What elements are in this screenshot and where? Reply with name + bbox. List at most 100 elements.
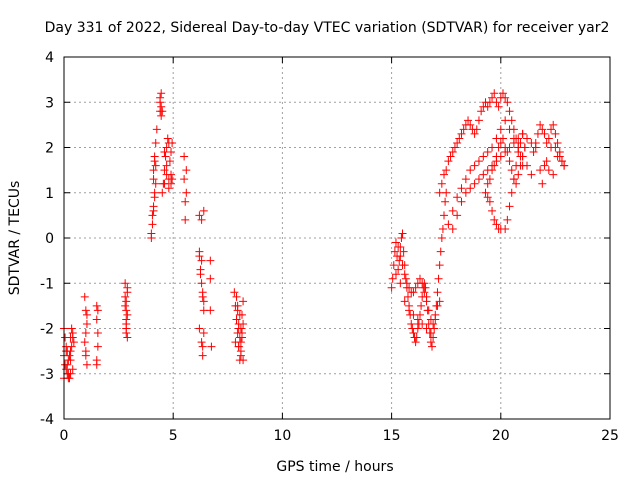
data-point (149, 202, 158, 211)
data-point (162, 170, 171, 179)
data-point (437, 234, 446, 242)
data-point (151, 161, 160, 170)
data-point (428, 342, 437, 351)
data-point (122, 306, 131, 315)
data-point (420, 288, 429, 297)
data-point (81, 306, 90, 315)
data-point (412, 333, 421, 342)
data-point (492, 98, 501, 107)
data-point (237, 333, 246, 342)
data-point (148, 220, 157, 229)
data-point (481, 188, 490, 197)
data-point (236, 351, 245, 360)
data-point (485, 197, 494, 206)
x-tick-label: 5 (169, 428, 178, 444)
data-point (156, 93, 165, 102)
data-point (403, 292, 412, 301)
data-point (501, 116, 510, 125)
data-point (507, 166, 516, 175)
data-point (483, 193, 492, 202)
data-point (505, 202, 514, 211)
data-point (198, 342, 207, 351)
data-point (409, 288, 418, 297)
data-points (60, 89, 569, 383)
data-point (523, 134, 532, 143)
data-point (407, 319, 416, 328)
data-point (459, 125, 468, 134)
data-point (453, 211, 462, 220)
data-point (197, 215, 206, 224)
y-tick-label: -3 (40, 367, 54, 383)
data-point (501, 224, 510, 233)
y-tick-label: 0 (45, 231, 54, 247)
data-point (516, 138, 525, 147)
data-point (64, 356, 73, 365)
data-point (538, 179, 547, 188)
data-point (80, 338, 89, 347)
data-point (394, 243, 403, 252)
data-point (466, 166, 475, 175)
data-point (474, 157, 483, 166)
data-point (479, 170, 488, 179)
data-point (197, 338, 206, 347)
data-point (488, 206, 497, 215)
data-point (411, 338, 420, 347)
data-point (168, 138, 177, 147)
data-point (485, 175, 494, 184)
data-point (507, 188, 516, 197)
data-point (498, 89, 507, 98)
data-point (461, 188, 470, 197)
data-point (448, 206, 457, 215)
data-point (418, 319, 427, 328)
data-point (122, 329, 131, 338)
data-point (93, 329, 102, 338)
data-point (479, 152, 488, 161)
data-point (180, 152, 189, 161)
data-point (547, 125, 556, 134)
data-point (421, 283, 430, 292)
y-tick-label: 3 (45, 95, 54, 111)
data-point (455, 134, 464, 143)
data-point (551, 143, 560, 152)
data-point (512, 161, 521, 170)
data-point (123, 310, 132, 319)
data-point (470, 179, 479, 188)
data-point (444, 220, 453, 229)
data-point (542, 138, 551, 147)
y-tick-label: 2 (45, 141, 54, 157)
data-point (401, 274, 410, 283)
y-tick-label: -4 (40, 412, 54, 428)
data-point (503, 98, 512, 107)
data-point (400, 270, 409, 279)
data-point (446, 152, 455, 161)
data-point (466, 120, 475, 129)
data-point (181, 197, 190, 206)
data-point (398, 229, 407, 238)
x-tick-label: 25 (601, 428, 619, 444)
data-point (435, 261, 444, 270)
data-point (121, 301, 130, 310)
data-point (150, 188, 159, 197)
data-point (426, 315, 435, 324)
data-point (65, 351, 74, 360)
data-point (496, 138, 505, 147)
data-point (435, 297, 444, 306)
data-point (488, 93, 497, 102)
data-point (388, 274, 397, 283)
data-point (158, 107, 167, 116)
data-point (167, 179, 176, 188)
data-point (395, 256, 404, 265)
data-point (461, 175, 470, 184)
data-point (492, 220, 501, 229)
data-point (544, 166, 553, 175)
data-point (164, 175, 173, 184)
data-point (61, 360, 70, 369)
data-point (397, 234, 406, 242)
data-point (542, 157, 551, 166)
data-point (492, 152, 501, 161)
y-tick-label: -2 (40, 322, 54, 338)
data-point (527, 170, 536, 179)
data-point (230, 288, 239, 297)
data-point (474, 116, 483, 125)
